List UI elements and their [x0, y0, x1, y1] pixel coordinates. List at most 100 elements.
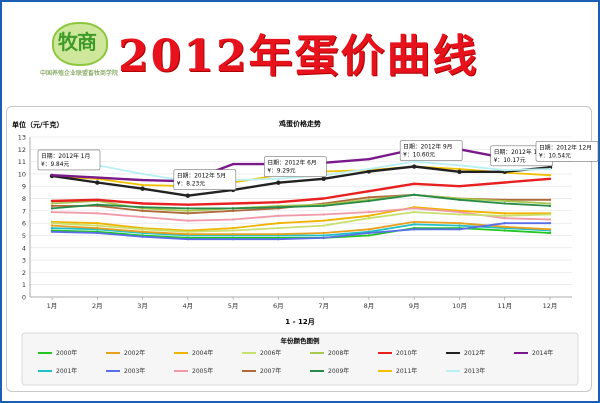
data-point	[458, 198, 461, 201]
tooltip-box	[264, 156, 327, 177]
legend-entry: 2006年	[260, 349, 281, 357]
data-point	[185, 193, 191, 198]
data-point	[503, 221, 506, 225]
y-tick-label: 12	[18, 146, 26, 154]
data-point	[548, 198, 552, 201]
page-title: 2012年蛋价曲线	[118, 31, 479, 82]
data-point	[141, 172, 144, 176]
data-point	[96, 224, 99, 227]
data-point	[503, 169, 506, 172]
data-point	[141, 235, 144, 238]
data-point	[367, 210, 371, 214]
data-point	[503, 199, 506, 203]
x-tick-label: 12月	[543, 302, 558, 310]
data-point	[96, 226, 99, 230]
data-point	[277, 177, 280, 181]
x-tick-label: 6月	[273, 302, 284, 310]
y-tick-label: 3	[22, 257, 26, 265]
data-point	[322, 236, 325, 240]
data-point	[321, 176, 326, 182]
data-point	[367, 189, 371, 193]
data-point	[50, 230, 54, 233]
data-point	[231, 226, 235, 230]
data-point	[231, 237, 235, 241]
data-point	[548, 228, 552, 231]
tooltip-date: 日期：2012年 1月	[41, 152, 90, 160]
data-point	[231, 162, 235, 166]
data-point	[96, 198, 99, 201]
data-point	[548, 213, 552, 216]
data-point	[548, 218, 552, 221]
tooltip-price: ¥：8.23元	[177, 181, 205, 188]
data-point	[231, 229, 235, 232]
data-point	[50, 204, 54, 208]
data-point	[50, 224, 54, 227]
data-point	[458, 167, 461, 171]
data-point	[412, 207, 416, 210]
y-tick-label: 0	[22, 294, 26, 302]
data-point	[50, 210, 54, 214]
y-tick-label: 11	[18, 158, 26, 166]
tooltip-price: ¥：10.17元	[494, 157, 526, 164]
logo-subtitle: 中国养殖企业联盟畜牧商学院	[40, 70, 119, 77]
tooltip-price: ¥：10.60元	[403, 152, 435, 159]
data-point	[276, 180, 281, 185]
data-point	[503, 229, 506, 232]
x-tick-label: 7月	[318, 302, 329, 310]
x-tick-label: 1月	[47, 302, 58, 310]
data-point	[141, 205, 144, 209]
data-point	[503, 217, 506, 220]
data-point	[458, 228, 461, 231]
series-line-2005年	[51, 207, 551, 222]
data-point	[412, 193, 416, 197]
tooltip-price: ¥：9.29元	[267, 168, 295, 175]
tooltip-date: 日期：2012年 6月	[267, 159, 316, 167]
data-point	[367, 157, 371, 161]
x-tick-label: 9月	[409, 302, 420, 310]
data-point	[186, 212, 190, 215]
data-point	[458, 210, 461, 214]
tooltip-box	[535, 140, 599, 162]
data-point	[367, 214, 371, 217]
data-point	[412, 182, 416, 185]
x-tick-label: 10月	[452, 302, 467, 310]
data-point	[503, 202, 506, 205]
data-point	[548, 204, 552, 208]
data-point	[141, 209, 144, 213]
data-point	[277, 226, 280, 230]
data-point	[322, 204, 325, 208]
data-point	[141, 183, 144, 187]
data-point	[367, 167, 371, 171]
data-point	[141, 178, 144, 182]
data-point	[277, 221, 280, 225]
x-tick-label: 8月	[364, 302, 375, 310]
series-line-2009年	[51, 193, 551, 210]
data-point	[231, 233, 235, 236]
x-tick-label: 11月	[497, 302, 512, 310]
data-point	[277, 233, 280, 236]
data-point	[367, 217, 371, 220]
data-point	[186, 207, 190, 210]
data-point	[50, 226, 54, 230]
data-point	[186, 233, 190, 236]
logo-text: 牧商	[58, 30, 97, 54]
legend-entry: 2009年	[328, 367, 349, 375]
series-line-2004年	[51, 206, 550, 232]
data-point	[412, 220, 416, 224]
data-point	[322, 197, 325, 200]
legend-entry: 2014年	[532, 349, 553, 357]
data-point	[322, 213, 325, 216]
legend-entry: 2003年	[124, 367, 145, 375]
tooltip-box	[173, 169, 237, 191]
x-axis-label: 1 - 12月	[285, 318, 314, 326]
data-point	[140, 186, 145, 191]
y-tick-label: 9	[22, 183, 26, 191]
y-tick-label: 7	[22, 207, 26, 215]
data-point	[322, 231, 325, 235]
data-point	[277, 201, 280, 204]
data-point	[412, 160, 416, 163]
data-point	[96, 176, 99, 179]
data-point	[95, 180, 100, 185]
data-point	[277, 205, 280, 209]
